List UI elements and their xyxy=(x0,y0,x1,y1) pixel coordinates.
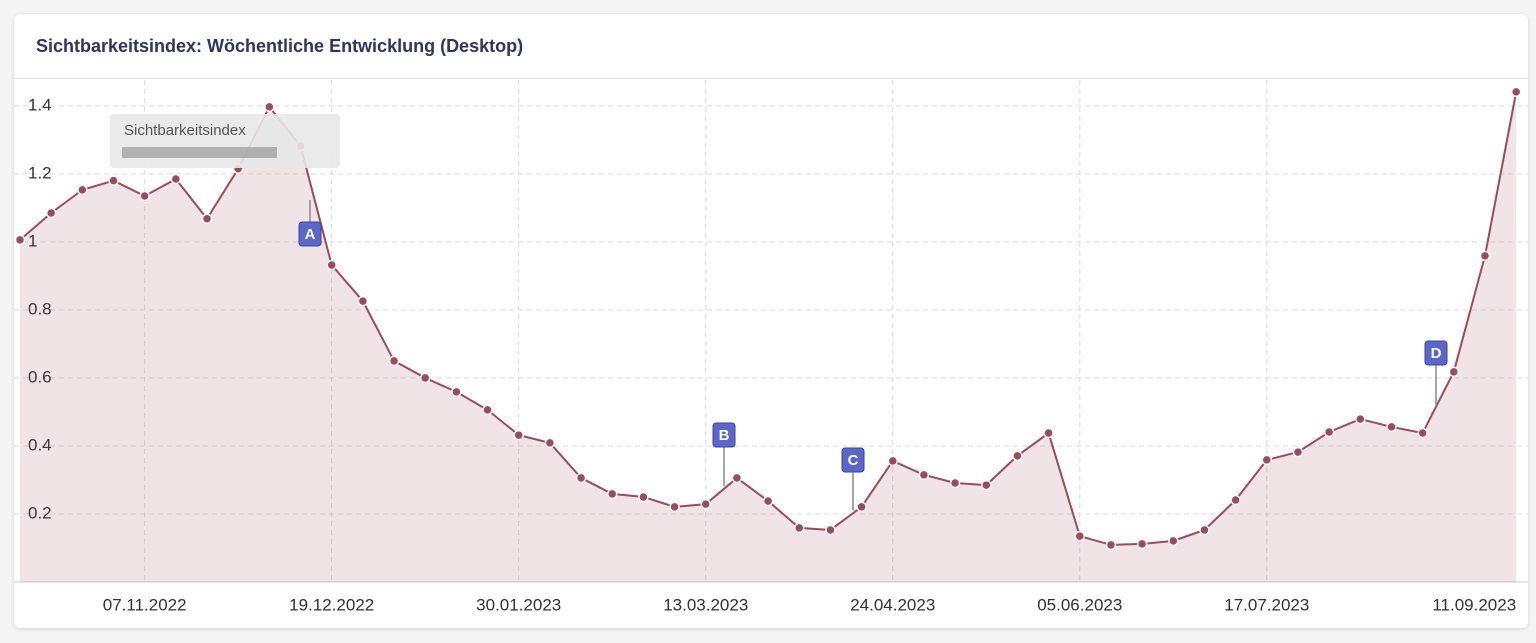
point xyxy=(1012,450,1023,462)
point xyxy=(139,190,150,202)
point xyxy=(887,455,899,467)
point xyxy=(638,491,649,503)
point xyxy=(77,184,88,196)
event-label: C xyxy=(848,452,859,469)
point xyxy=(794,522,805,534)
point xyxy=(856,501,867,513)
x-tick-label: 24.04.2023 xyxy=(850,595,935,614)
point xyxy=(482,404,493,416)
event-marker xyxy=(1424,340,1448,366)
event-label: B xyxy=(719,427,730,444)
y-tick-label: 0.6 xyxy=(28,367,52,386)
point xyxy=(981,479,992,491)
chart-title: Sichtbarkeitsindex: Wöchentliche Entwick… xyxy=(14,14,1528,79)
y-tick-label: 0.8 xyxy=(28,299,52,318)
point xyxy=(606,488,618,500)
point xyxy=(1292,446,1304,458)
point xyxy=(731,472,743,484)
point xyxy=(1355,413,1366,425)
y-tick-label: 1.2 xyxy=(28,163,52,182)
point xyxy=(1510,86,1522,98)
point xyxy=(1136,538,1148,550)
x-tick-label: 19.12.2022 xyxy=(289,595,374,614)
x-tick-label: 13.03.2023 xyxy=(663,595,748,614)
tooltip-blur xyxy=(122,147,277,158)
area-fill xyxy=(20,91,1517,582)
point xyxy=(388,355,400,367)
x-tick-label: 17.07.2023 xyxy=(1224,595,1309,614)
y-tick-label: 1 xyxy=(28,231,37,250)
event-label: D xyxy=(1431,345,1442,362)
point xyxy=(700,498,711,510)
point xyxy=(326,259,337,271)
event-marker xyxy=(841,447,865,473)
point xyxy=(14,234,26,246)
point xyxy=(825,524,836,536)
point xyxy=(513,429,524,441)
point xyxy=(1074,530,1086,542)
point xyxy=(201,213,213,225)
point xyxy=(45,207,57,219)
event-label: A xyxy=(305,226,316,243)
x-tick-label: 30.01.2023 xyxy=(476,595,561,614)
tooltip-label: Sichtbarkeitsindex xyxy=(124,122,246,139)
point xyxy=(762,495,774,507)
point xyxy=(1043,427,1054,439)
point xyxy=(451,386,462,398)
point xyxy=(918,469,930,481)
point xyxy=(1230,494,1241,506)
point xyxy=(1417,427,1428,439)
point xyxy=(1323,426,1335,438)
x-tick-label: 07.11.2022 xyxy=(103,595,187,614)
point xyxy=(419,372,431,384)
point xyxy=(949,477,961,489)
point xyxy=(544,437,556,449)
point xyxy=(108,175,119,186)
event-marker xyxy=(712,422,736,448)
point xyxy=(264,101,275,113)
y-tick-label: 1.4 xyxy=(28,95,52,114)
x-tick-label: 05.06.2023 xyxy=(1037,595,1122,614)
event-marker xyxy=(298,221,322,247)
point xyxy=(1199,524,1210,536)
point xyxy=(1448,366,1460,378)
point xyxy=(1479,250,1491,262)
point xyxy=(170,173,182,185)
y-tick-label: 0.4 xyxy=(28,435,52,454)
point xyxy=(1105,539,1117,551)
point xyxy=(1261,454,1273,466)
point xyxy=(575,472,587,484)
x-tick-label: 11.09.2023 xyxy=(1432,595,1516,614)
point xyxy=(669,501,680,513)
point xyxy=(1386,421,1397,433)
y-tick-label: 0.2 xyxy=(28,503,52,522)
point xyxy=(1168,535,1179,547)
point xyxy=(357,295,369,307)
